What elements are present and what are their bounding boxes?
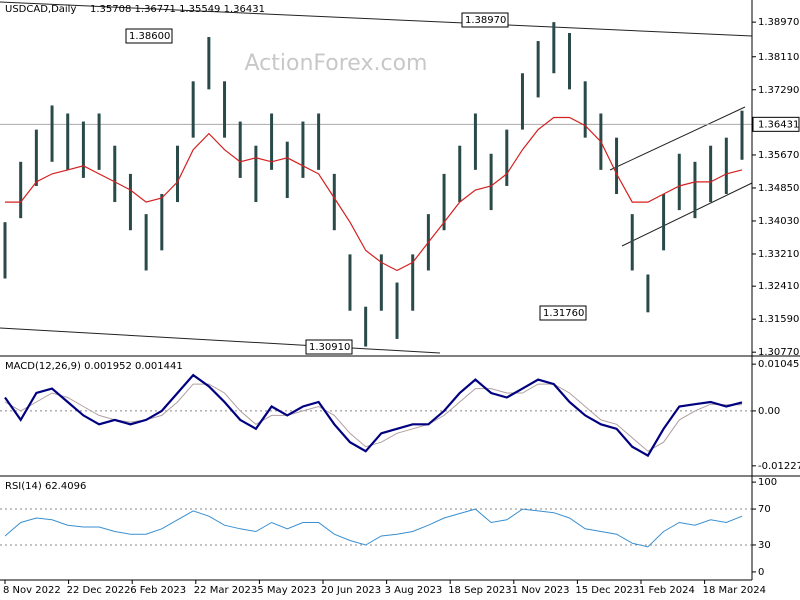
x-tick-label: 1 Nov 2023 xyxy=(512,585,570,596)
trend-line xyxy=(0,1,753,37)
y-tick-label: 1.37290 xyxy=(758,85,799,96)
x-tick-label: 18 Mar 2024 xyxy=(703,585,766,596)
x-tick-label: 18 Sep 2023 xyxy=(448,585,511,596)
trend-line xyxy=(621,182,753,247)
y-tick-label: 1.31590 xyxy=(758,314,799,325)
y-tick-label: 0.00 xyxy=(758,406,780,417)
x-tick-label: 5 May 2023 xyxy=(257,585,316,596)
trend-line xyxy=(609,106,746,171)
annotation: 1.30910 xyxy=(309,342,350,353)
x-tick-label: 22 Dec 2022 xyxy=(67,585,131,596)
annotation: 1.31760 xyxy=(543,308,584,319)
trend-line xyxy=(0,327,441,354)
y-tick-label: 1.30770 xyxy=(758,347,799,358)
y-tick-label: 1.34850 xyxy=(758,183,799,194)
y-tick-label: 1.34030 xyxy=(758,216,799,227)
annotation: 1.38600 xyxy=(129,31,170,42)
y-tick-label: 0 xyxy=(758,567,764,578)
macd-values-line xyxy=(4,373,743,458)
x-tick-label: 6 Feb 2023 xyxy=(130,585,186,596)
y-tick-label: 100 xyxy=(758,477,777,488)
y-tick-label: -0.012276 xyxy=(758,461,800,472)
y-tick-label: 1.38110 xyxy=(758,52,799,63)
macd-title: MACD(12,26,9) 0.001952 0.001441 xyxy=(5,361,183,372)
x-tick-label: 8 Nov 2022 xyxy=(3,585,61,596)
x-tick-label: 22 Mar 2023 xyxy=(194,585,257,596)
last-price-label: 1.36431 xyxy=(758,119,799,130)
annotation: 1.38970 xyxy=(465,15,506,26)
plot xyxy=(0,22,752,548)
annotation-box xyxy=(125,28,173,44)
watermark: ActionForex.com xyxy=(245,51,428,76)
signal-values-line xyxy=(4,383,742,452)
y-tick-label: 0.010457 xyxy=(758,359,800,370)
y-tick-label: 1.38970 xyxy=(758,17,799,28)
ohlc-text: 1.35708 1.36771 1.35549 1.36431 xyxy=(90,4,265,15)
x-tick-label: 1 Feb 2024 xyxy=(639,585,695,596)
last-price-box xyxy=(752,116,800,132)
annotation-box xyxy=(461,12,509,28)
y-tick-label: 1.33210 xyxy=(758,249,799,260)
chart-title: USDCAD,Daily xyxy=(5,4,76,15)
x-tick-label: 15 Dec 2023 xyxy=(575,585,639,596)
x-tick-label: 3 Aug 2023 xyxy=(385,585,443,596)
values-line xyxy=(4,508,743,548)
y-tick-label: 1.32410 xyxy=(758,281,799,292)
y-tick-label: 1.35670 xyxy=(758,150,799,161)
y-tick-label: 30 xyxy=(758,540,771,551)
y-tick-label: 70 xyxy=(758,504,771,515)
annotation-box xyxy=(539,305,587,321)
x-tick-label: 20 Jun 2023 xyxy=(321,585,381,596)
ma-values-line xyxy=(5,116,743,272)
annotation-box xyxy=(305,339,353,355)
rsi-title: RSI(14) 62.4096 xyxy=(5,481,86,492)
